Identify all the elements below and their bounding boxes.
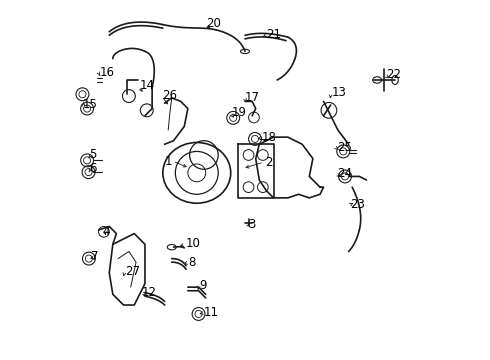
Text: 17: 17 [245,91,260,104]
Text: 7: 7 [91,250,98,263]
Text: 25: 25 [337,141,352,154]
Text: 9: 9 [199,279,207,292]
Text: 6: 6 [90,162,97,175]
Text: 20: 20 [206,17,220,30]
Text: 16: 16 [99,66,114,78]
Text: 15: 15 [83,99,98,112]
Text: 19: 19 [232,106,247,120]
Text: 5: 5 [90,148,97,162]
Text: 14: 14 [140,79,155,92]
Text: 23: 23 [350,198,365,211]
Text: 3: 3 [248,218,255,231]
Text: 27: 27 [125,265,140,278]
Text: 4: 4 [102,225,110,238]
Text: 13: 13 [331,86,346,99]
Text: 2: 2 [265,156,272,168]
Text: 22: 22 [386,68,401,81]
Text: 12: 12 [142,286,156,299]
Text: 21: 21 [266,28,281,41]
Text: 11: 11 [204,306,219,319]
Text: 24: 24 [337,167,352,180]
Text: 1: 1 [164,154,172,167]
Text: 26: 26 [162,89,177,102]
Text: 10: 10 [186,237,201,250]
Text: 18: 18 [262,131,277,144]
Text: 8: 8 [188,256,195,269]
